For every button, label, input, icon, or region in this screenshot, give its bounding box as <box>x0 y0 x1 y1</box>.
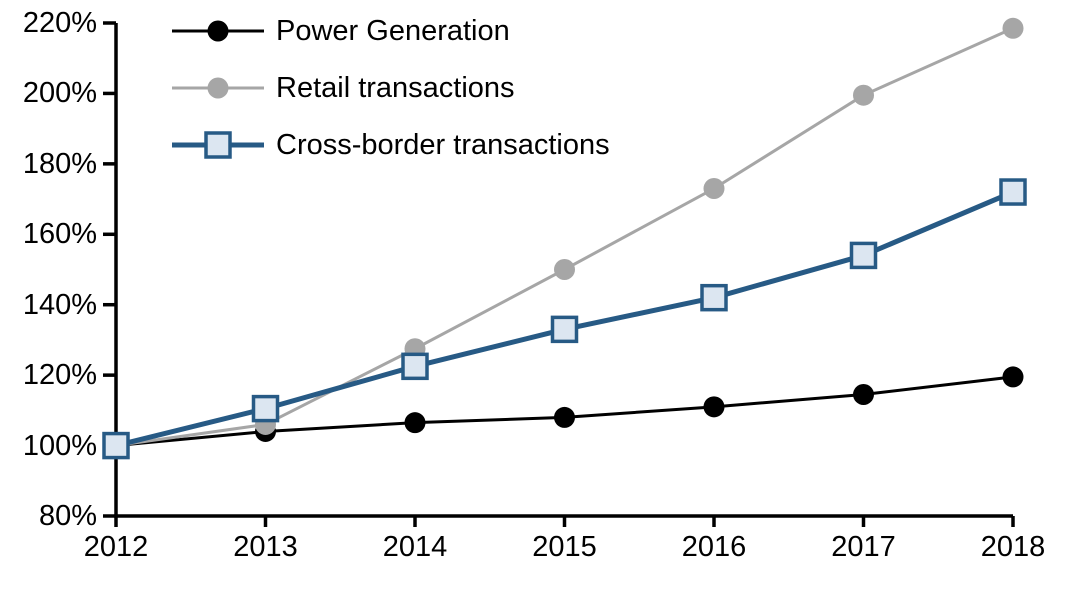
legend: Power Generation Retail transactions Cro… <box>171 14 610 185</box>
data-point-marker <box>853 84 874 106</box>
y-axis-tick-label: 80% <box>38 500 97 532</box>
data-point-marker <box>554 259 575 280</box>
legend-item-cross-border-transactions: Cross-border transactions <box>171 128 610 162</box>
data-point-marker <box>999 178 1027 206</box>
series-retail-transactions <box>105 17 1024 457</box>
x-axis-tick-label: 2018 <box>980 531 1046 563</box>
series-power-generation <box>105 366 1024 457</box>
y-axis-tick-label: 120% <box>22 359 97 392</box>
data-point-marker <box>1002 17 1024 39</box>
legend-marker-cross-border-transactions-icon <box>172 131 264 159</box>
data-point-marker <box>401 352 429 381</box>
legend-label: Retail transactions <box>276 71 515 104</box>
data-point-marker <box>703 178 725 200</box>
data-point-marker <box>251 394 280 423</box>
data-point-marker <box>204 131 232 159</box>
x-axis-tick-label: 2013 <box>233 531 298 563</box>
x-axis-tick-label: 2017 <box>831 531 896 563</box>
data-point-marker <box>102 431 130 460</box>
data-point-marker <box>1002 366 1024 388</box>
data-point-marker <box>849 241 878 270</box>
legend-marker-power-generation-icon <box>172 20 264 42</box>
legend-item-retail-transactions: Retail transactions <box>171 71 610 105</box>
y-axis-tick-label: 180% <box>22 147 97 180</box>
data-point-marker <box>703 396 725 418</box>
data-point-marker <box>404 412 426 434</box>
x-axis-tick-label: 2012 <box>83 531 149 563</box>
legend-label: Cross-border transactions <box>276 128 610 161</box>
series-cross-border-transactions <box>102 178 1027 460</box>
y-axis-tick-label: 220% <box>22 7 97 39</box>
data-point-marker <box>207 77 229 99</box>
data-point-marker <box>700 283 728 312</box>
legend-marker-retail-transactions-icon <box>172 77 264 99</box>
x-axis-tick-label: 2015 <box>532 531 597 563</box>
legend-item-power-generation: Power Generation <box>171 14 610 48</box>
legend-label: Power Generation <box>276 14 510 47</box>
x-axis-tick-label: 2016 <box>681 531 747 563</box>
y-axis-tick-label: 160% <box>22 218 97 251</box>
y-axis-tick-label: 100% <box>22 429 97 462</box>
data-point-marker <box>550 315 579 344</box>
data-point-marker <box>207 20 229 42</box>
y-axis-tick-label: 200% <box>22 77 97 110</box>
y-axis-tick-label: 140% <box>22 288 97 321</box>
x-axis-tick-label: 2014 <box>382 531 448 563</box>
data-point-marker <box>554 406 575 428</box>
data-point-marker <box>853 384 874 406</box>
